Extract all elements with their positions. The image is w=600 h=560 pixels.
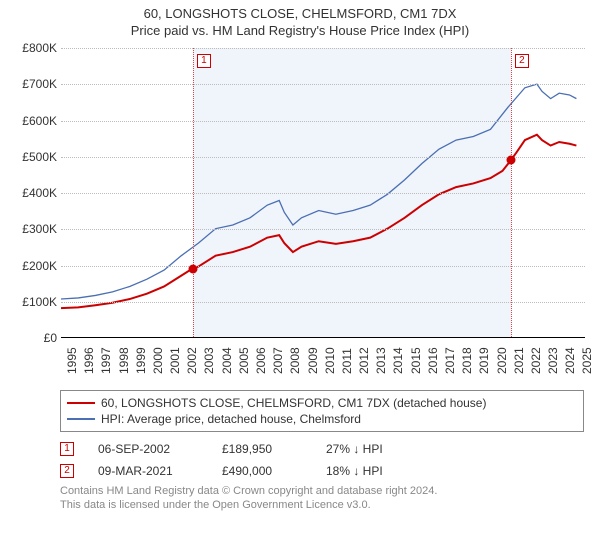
title-address: 60, LONGSHOTS CLOSE, CHELMSFORD, CM1 7DX <box>10 6 590 21</box>
sale-row-1: 1 06-SEP-2002 £189,950 27% ↓ HPI <box>60 438 584 460</box>
x-tick-label: 2020 <box>495 347 509 374</box>
plot-region: 12 <box>61 48 585 338</box>
sale-marker-1: 1 <box>60 442 74 456</box>
footer-line1: Contains HM Land Registry data © Crown c… <box>60 484 584 498</box>
gridline-h <box>61 84 585 85</box>
sale-marker-box-2: 2 <box>515 54 529 68</box>
gridline-h <box>61 229 585 230</box>
gridline-h <box>61 121 585 122</box>
x-tick-label: 2015 <box>409 347 423 374</box>
series-line-hpi <box>61 84 576 299</box>
x-tick-label: 2004 <box>220 347 234 374</box>
legend-label-property: 60, LONGSHOTS CLOSE, CHELMSFORD, CM1 7DX… <box>101 396 486 410</box>
x-tick-label: 2013 <box>374 347 388 374</box>
footer-attribution: Contains HM Land Registry data © Crown c… <box>60 484 584 513</box>
sale-date-1: 06-SEP-2002 <box>98 442 198 456</box>
x-tick-label: 2010 <box>323 347 337 374</box>
x-tick-label: 2023 <box>546 347 560 374</box>
y-tick-label: £0 <box>11 331 57 345</box>
legend-item-hpi: HPI: Average price, detached house, Chel… <box>67 411 577 427</box>
gridline-h <box>61 302 585 303</box>
x-tick-label: 2002 <box>185 347 199 374</box>
x-tick-label: 2021 <box>512 347 526 374</box>
title-block: 60, LONGSHOTS CLOSE, CHELMSFORD, CM1 7DX… <box>10 6 590 38</box>
title-subtitle: Price paid vs. HM Land Registry's House … <box>10 23 590 38</box>
sale-vline <box>193 48 194 337</box>
sale-date-2: 09-MAR-2021 <box>98 464 198 478</box>
sale-dot-2 <box>506 156 515 165</box>
y-tick-label: £100K <box>11 295 57 309</box>
gridline-h <box>61 48 585 49</box>
x-tick-label: 2017 <box>443 347 457 374</box>
sale-delta-2: 18% ↓ HPI <box>326 464 426 478</box>
x-tick-label: 2008 <box>288 347 302 374</box>
x-tick-label: 1999 <box>134 347 148 374</box>
y-tick-label: £400K <box>11 186 57 200</box>
x-tick-label: 2025 <box>580 347 594 374</box>
legend-swatch-hpi <box>67 418 95 420</box>
y-tick-label: £800K <box>11 41 57 55</box>
sale-row-2: 2 09-MAR-2021 £490,000 18% ↓ HPI <box>60 460 584 482</box>
sale-price-1: £189,950 <box>222 442 302 456</box>
legend-label-hpi: HPI: Average price, detached house, Chel… <box>101 412 361 426</box>
x-tick-label: 2009 <box>306 347 320 374</box>
x-tick-label: 2003 <box>202 347 216 374</box>
footer-line2: This data is licensed under the Open Gov… <box>60 498 584 512</box>
x-tick-label: 2016 <box>426 347 440 374</box>
x-tick-label: 2019 <box>477 347 491 374</box>
x-tick-label: 2011 <box>340 348 354 374</box>
x-tick-label: 2007 <box>271 347 285 374</box>
chart-area: 12 £0£100K£200K£300K£400K£500K£600K£700K… <box>11 44 589 384</box>
x-tick-label: 2006 <box>254 347 268 374</box>
gridline-h <box>61 193 585 194</box>
y-tick-label: £500K <box>11 150 57 164</box>
sale-marker-box-1: 1 <box>197 54 211 68</box>
legend-box: 60, LONGSHOTS CLOSE, CHELMSFORD, CM1 7DX… <box>60 390 584 432</box>
x-tick-label: 2024 <box>563 347 577 374</box>
x-tick-label: 2014 <box>391 347 405 374</box>
x-tick-label: 2022 <box>529 347 543 374</box>
sale-rows: 1 06-SEP-2002 £189,950 27% ↓ HPI 2 09-MA… <box>60 438 584 482</box>
sale-vline <box>511 48 512 337</box>
y-tick-label: £200K <box>11 259 57 273</box>
x-tick-label: 1997 <box>99 347 113 374</box>
y-tick-label: £300K <box>11 222 57 236</box>
sale-price-2: £490,000 <box>222 464 302 478</box>
legend-item-property: 60, LONGSHOTS CLOSE, CHELMSFORD, CM1 7DX… <box>67 395 577 411</box>
y-tick-label: £700K <box>11 77 57 91</box>
gridline-h <box>61 266 585 267</box>
sale-marker-2: 2 <box>60 464 74 478</box>
sale-dot-1 <box>188 265 197 274</box>
legend-swatch-property <box>67 402 95 404</box>
x-tick-label: 2000 <box>151 347 165 374</box>
x-tick-label: 1996 <box>82 347 96 374</box>
x-tick-label: 2012 <box>357 347 371 374</box>
x-tick-label: 2018 <box>460 347 474 374</box>
x-tick-label: 1995 <box>65 347 79 374</box>
x-tick-label: 2005 <box>237 347 251 374</box>
figure-root: 60, LONGSHOTS CLOSE, CHELMSFORD, CM1 7DX… <box>0 0 600 560</box>
x-tick-label: 1998 <box>117 347 131 374</box>
x-tick-label: 2001 <box>168 347 182 374</box>
series-line-property <box>61 135 576 308</box>
sale-delta-1: 27% ↓ HPI <box>326 442 426 456</box>
y-tick-label: £600K <box>11 114 57 128</box>
